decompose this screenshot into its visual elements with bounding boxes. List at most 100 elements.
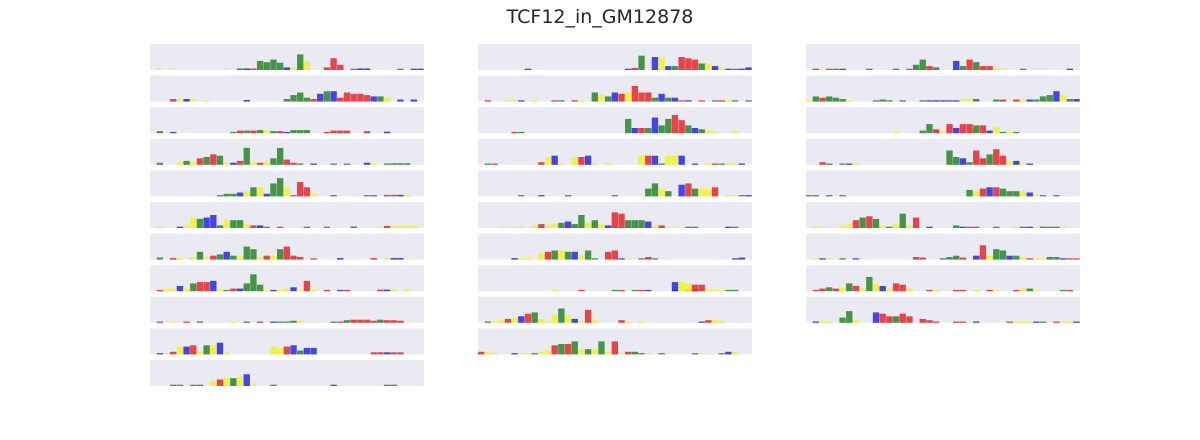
motif-panel: [478, 138, 752, 165]
bar-C: [236, 192, 244, 197]
bar-C: [711, 66, 719, 70]
bar-A: [276, 226, 284, 228]
bar-G: [558, 100, 565, 102]
bar-G: [638, 258, 645, 260]
bar-A: [919, 318, 926, 323]
bar-G: [230, 220, 237, 228]
bar-T: [725, 163, 732, 165]
bar-T: [578, 349, 585, 355]
bar-G: [631, 289, 639, 292]
panel-background: [806, 202, 1080, 228]
bar-A: [256, 162, 264, 165]
bar-T: [538, 253, 545, 260]
bar-A: [979, 188, 987, 197]
bar-C: [1026, 226, 1033, 228]
bar-G: [256, 284, 264, 292]
bar-C: [1073, 321, 1080, 323]
motif-panel: [478, 75, 752, 102]
bar-G: [243, 283, 250, 292]
bar-C: [210, 215, 217, 228]
motif-panel: [478, 296, 752, 323]
bar-A: [323, 289, 331, 292]
bar-C: [330, 91, 337, 102]
bar-G: [698, 63, 705, 70]
bar-C: [671, 97, 679, 102]
bar-G: [243, 246, 250, 260]
bar-G: [926, 124, 933, 134]
bar-T: [243, 191, 250, 197]
bar-G: [196, 384, 204, 386]
bar-A: [330, 58, 337, 70]
bar-A: [276, 131, 284, 134]
bar-G: [397, 163, 404, 165]
bar-G: [297, 163, 304, 165]
bar-T: [993, 126, 1000, 134]
bar-T: [163, 288, 170, 292]
bar-G: [665, 97, 672, 102]
bar-G: [826, 287, 833, 292]
bar-A: [658, 353, 665, 355]
bar-A: [611, 212, 619, 228]
bar-A: [959, 321, 967, 323]
motif-panel: [806, 75, 1080, 102]
bar-C: [939, 100, 947, 102]
bar-C: [618, 258, 625, 260]
bar-G: [731, 100, 739, 102]
bar-G: [250, 249, 257, 260]
bar-T: [711, 320, 719, 323]
bar-T: [973, 289, 980, 292]
bar-A: [892, 283, 900, 292]
bar-T: [731, 195, 739, 197]
bar-A: [899, 284, 906, 292]
panel-background: [806, 107, 1080, 134]
bar-C: [511, 258, 518, 260]
bar-C: [1006, 255, 1013, 260]
bar-A: [283, 159, 291, 165]
bar-C: [410, 68, 417, 70]
bar-C: [698, 321, 705, 323]
bar-T: [276, 347, 284, 355]
bar-A: [645, 155, 652, 165]
bar-C: [1026, 99, 1033, 102]
bar-C: [1073, 99, 1080, 102]
bar-A: [350, 68, 357, 70]
bar-T: [993, 67, 1000, 70]
bar-A: [383, 320, 391, 323]
bar-A: [504, 318, 512, 323]
bar-G: [725, 289, 732, 292]
bar-T: [959, 99, 967, 102]
bar-T: [491, 353, 498, 355]
bar-C: [879, 286, 886, 292]
bar-A: [290, 195, 297, 197]
bar-G: [745, 100, 752, 102]
bar-G: [297, 54, 304, 70]
bar-A: [323, 67, 331, 70]
bar-T: [156, 226, 164, 228]
bar-C: [959, 226, 967, 228]
bar-T: [250, 162, 257, 165]
bar-T: [598, 95, 605, 102]
motif-panel: [478, 107, 752, 134]
motif-panel: [806, 138, 1080, 165]
bar-G: [946, 257, 953, 260]
bar-G: [1053, 257, 1060, 260]
bar-C: [745, 195, 752, 197]
bar-C: [383, 352, 391, 355]
bar-A: [303, 187, 311, 197]
bar-G: [892, 316, 900, 323]
bar-G: [691, 188, 699, 197]
bar-A: [518, 195, 525, 197]
bar-G: [812, 96, 820, 102]
bar-A: [190, 345, 197, 355]
bar-G: [236, 220, 244, 228]
bar-C: [363, 68, 371, 70]
bar-G: [377, 96, 384, 102]
bar-T: [397, 225, 404, 228]
bar-C: [210, 280, 217, 292]
bar-A: [819, 97, 826, 102]
bar-C: [812, 321, 820, 323]
bar-A: [953, 321, 960, 323]
bar-C: [310, 347, 317, 355]
bar-C: [256, 225, 264, 228]
bar-A: [826, 68, 833, 70]
